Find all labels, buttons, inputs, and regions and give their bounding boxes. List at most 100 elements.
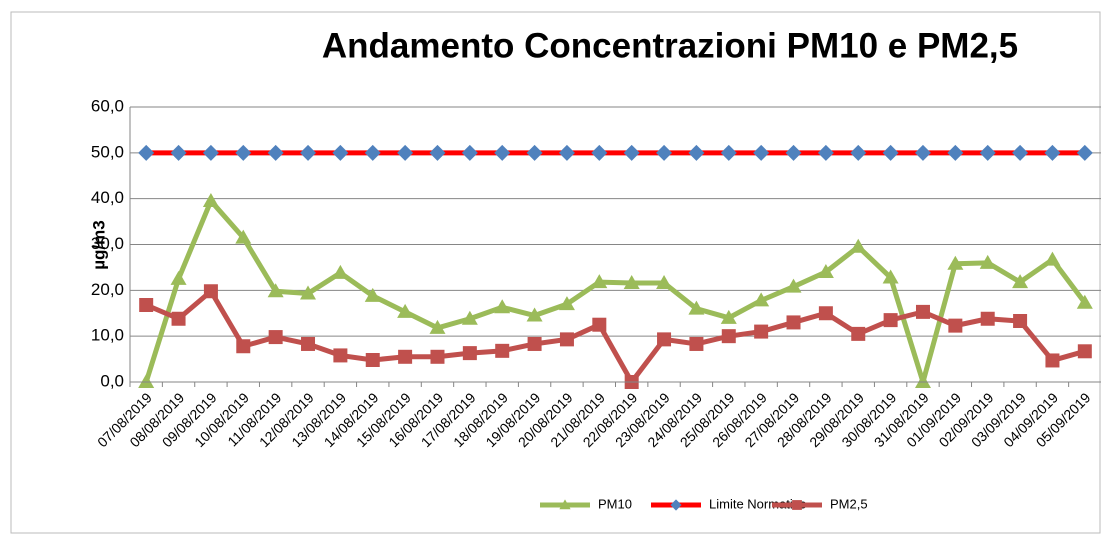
marker bbox=[364, 144, 381, 161]
marker bbox=[170, 144, 187, 161]
marker bbox=[430, 349, 445, 364]
marker bbox=[429, 144, 446, 161]
y-tick-label: 60,0 bbox=[91, 96, 124, 115]
marker bbox=[332, 144, 349, 161]
legend-label: PM2,5 bbox=[830, 496, 868, 511]
marker bbox=[720, 144, 737, 161]
marker bbox=[461, 310, 478, 325]
marker bbox=[429, 319, 446, 334]
marker bbox=[792, 500, 802, 510]
marker bbox=[398, 349, 413, 364]
marker bbox=[559, 499, 571, 510]
marker bbox=[235, 144, 252, 161]
marker bbox=[979, 254, 996, 269]
marker bbox=[623, 144, 640, 161]
y-tick-label: 40,0 bbox=[91, 188, 124, 207]
y-tick-label: 50,0 bbox=[91, 142, 124, 161]
marker bbox=[267, 283, 284, 298]
marker bbox=[495, 343, 510, 358]
marker bbox=[915, 304, 930, 319]
marker bbox=[591, 274, 608, 289]
marker bbox=[1044, 144, 1061, 161]
marker bbox=[688, 144, 705, 161]
marker bbox=[171, 311, 186, 326]
marker bbox=[850, 238, 867, 253]
marker bbox=[236, 339, 251, 354]
legend-label: PM10 bbox=[598, 496, 632, 511]
marker bbox=[527, 336, 542, 351]
marker bbox=[235, 229, 252, 244]
marker bbox=[851, 326, 866, 341]
marker bbox=[591, 144, 608, 161]
marker bbox=[689, 336, 704, 351]
marker bbox=[817, 264, 834, 278]
marker bbox=[139, 298, 154, 312]
marker bbox=[397, 303, 414, 318]
marker bbox=[559, 332, 574, 347]
marker bbox=[947, 255, 964, 270]
y-tick-label: 20,0 bbox=[91, 280, 124, 299]
marker bbox=[1044, 251, 1061, 266]
marker bbox=[268, 330, 283, 345]
marker bbox=[558, 296, 575, 311]
marker bbox=[1012, 144, 1029, 161]
chart-border bbox=[10, 11, 1101, 534]
marker bbox=[494, 299, 511, 314]
marker bbox=[300, 144, 317, 161]
legend-label: Limite Normativo bbox=[709, 496, 807, 511]
marker bbox=[656, 144, 673, 161]
marker bbox=[365, 353, 380, 367]
marker bbox=[979, 144, 996, 161]
marker bbox=[1012, 274, 1029, 289]
line bbox=[143, 198, 1087, 385]
marker bbox=[1077, 344, 1092, 359]
marker bbox=[670, 499, 682, 511]
marker bbox=[657, 332, 672, 347]
marker bbox=[333, 348, 348, 363]
marker bbox=[170, 270, 187, 285]
marker bbox=[203, 284, 218, 299]
marker bbox=[526, 307, 543, 322]
marker bbox=[786, 315, 801, 330]
marker bbox=[754, 324, 769, 339]
marker bbox=[785, 278, 802, 293]
marker bbox=[688, 300, 705, 315]
marker bbox=[202, 144, 219, 161]
marker bbox=[817, 144, 834, 161]
marker bbox=[980, 311, 995, 326]
marker bbox=[300, 285, 317, 300]
chart-title: Andamento Concentrazioni PM10 e PM2,5 bbox=[322, 26, 1018, 65]
y-axis-label: µg/m3 bbox=[89, 220, 108, 269]
marker bbox=[720, 309, 737, 324]
marker bbox=[850, 144, 867, 161]
marker bbox=[947, 144, 964, 161]
marker bbox=[558, 144, 575, 161]
marker bbox=[785, 144, 802, 161]
marker bbox=[397, 144, 414, 161]
marker bbox=[364, 287, 381, 302]
marker bbox=[1045, 353, 1060, 368]
marker bbox=[883, 313, 898, 328]
y-tick-label: 0,0 bbox=[100, 371, 124, 390]
marker bbox=[462, 346, 477, 361]
marker bbox=[267, 144, 284, 161]
marker bbox=[301, 336, 316, 351]
marker bbox=[623, 275, 640, 289]
y-tick-label: 30,0 bbox=[91, 234, 124, 253]
marker bbox=[914, 374, 931, 388]
marker bbox=[592, 317, 607, 332]
marker bbox=[1076, 294, 1093, 309]
marker bbox=[753, 292, 770, 307]
marker bbox=[494, 144, 511, 161]
marker bbox=[202, 192, 219, 207]
marker bbox=[526, 144, 543, 161]
marker bbox=[882, 144, 899, 161]
marker bbox=[753, 144, 770, 161]
marker bbox=[138, 374, 155, 388]
marker bbox=[818, 306, 833, 321]
marker bbox=[721, 329, 736, 344]
marker bbox=[332, 264, 349, 279]
marker bbox=[138, 144, 155, 161]
marker bbox=[1013, 314, 1028, 329]
